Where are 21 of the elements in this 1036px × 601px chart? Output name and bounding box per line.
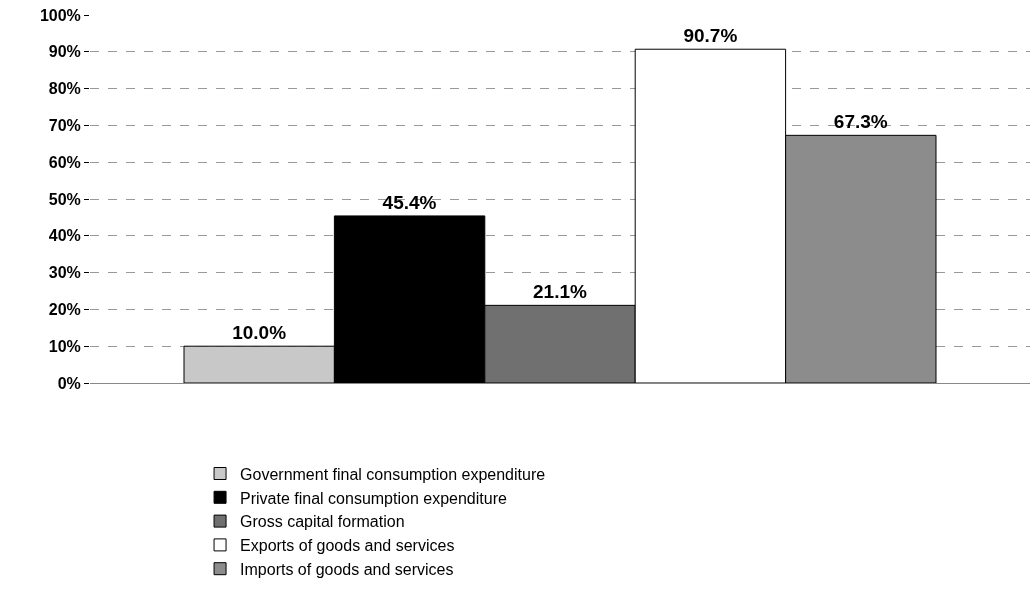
data-label: 67.3% <box>833 111 888 133</box>
y-tick-label: 30% <box>48 264 81 282</box>
data-label: 90.7% <box>683 25 738 47</box>
y-tick-label: 0% <box>57 374 81 392</box>
legend-label: Gross capital formation <box>240 513 405 531</box>
data-label: 45.4% <box>382 191 437 213</box>
y-tick-label: 70% <box>48 117 81 134</box>
y-tick-label: 20% <box>48 301 81 318</box>
data-label: 10.0% <box>232 322 287 344</box>
y-tick-label: 60% <box>48 153 81 171</box>
y-tick-label: 100% <box>39 6 81 24</box>
legend-label: Private final consumption expenditure <box>240 489 507 507</box>
legend-label: Government final consumption expenditure <box>240 465 546 483</box>
y-tick-label: 80% <box>48 80 81 98</box>
data-label: 21.1% <box>533 281 587 303</box>
y-tick-label: 90% <box>48 43 81 61</box>
y-tick-label: 10% <box>48 337 81 355</box>
y-tick-label: 40% <box>48 227 81 245</box>
legend-label: Imports of goods and services <box>240 560 454 578</box>
legend-label: Exports of goods and services <box>240 537 455 555</box>
y-tick-label: 50% <box>48 190 81 208</box>
